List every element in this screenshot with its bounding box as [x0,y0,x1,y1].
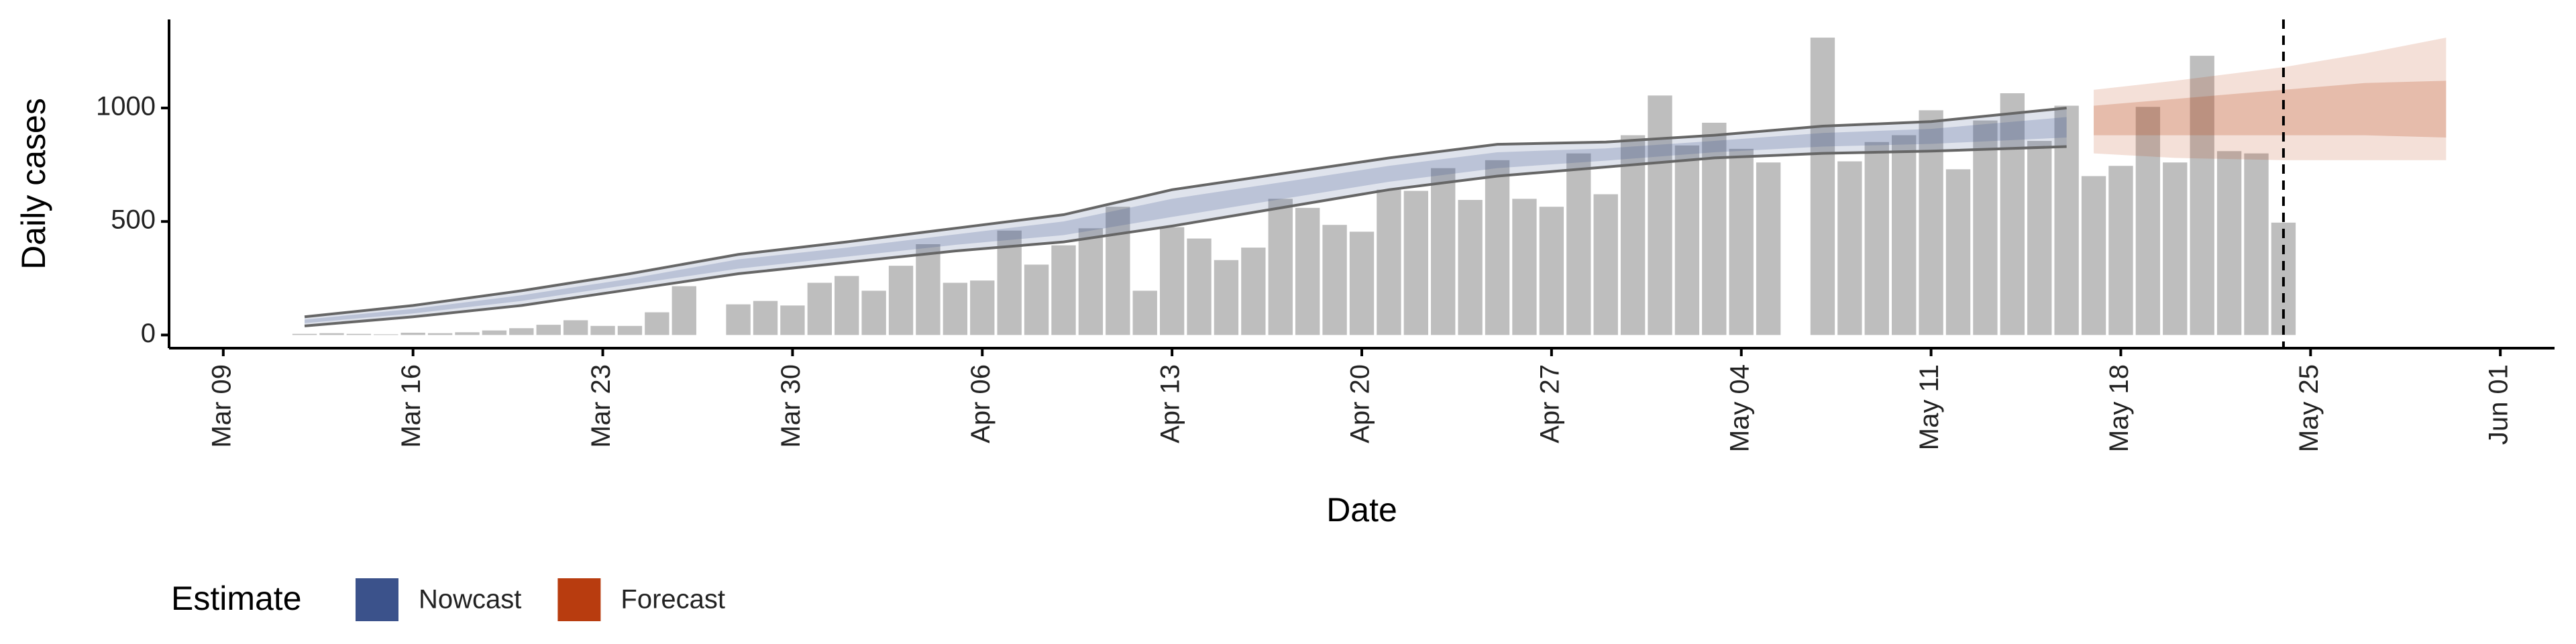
x-tick-label: Mar 16 [396,364,426,448]
bar [1485,160,1510,335]
x-tick-label: Mar 09 [207,364,236,448]
bar [1106,207,1130,335]
bar [536,325,561,335]
legend-label: Nowcast [419,585,521,614]
x-tick-label: Apr 27 [1535,364,1564,443]
bar [1620,135,1646,335]
bar [1512,199,1537,335]
x-tick-label: Mar 30 [776,364,806,448]
bar [1539,207,1564,335]
bar [726,304,751,335]
bar [1187,238,1212,335]
bound-line [304,106,2067,319]
bar [1214,260,1239,335]
bar [1431,168,1456,335]
x-tick-label: Mar 23 [586,364,616,448]
bar [1078,228,1104,335]
y-tick-label: 500 [111,205,156,235]
bar [1403,191,1429,335]
bar [374,334,398,335]
bar [617,325,643,335]
bar [590,325,615,335]
bar [1132,290,1157,335]
bar [1566,153,1591,335]
bar [2081,176,2106,335]
legend-swatch [356,578,398,621]
bar [563,320,588,335]
bar [2000,93,2025,335]
bar [2054,105,2079,335]
bar [835,276,859,335]
bar [2216,151,2242,335]
x-tick-label: Apr 20 [1346,364,1375,443]
bar [970,280,995,335]
bar [943,282,968,335]
bar [1377,189,1401,335]
bar [780,305,805,335]
bar [916,244,941,335]
bar [1756,162,1781,335]
bar [807,282,833,335]
bar [400,332,425,335]
ribbon-50 [305,117,2067,323]
bar [509,328,534,335]
y-tick-label: 1000 [96,92,156,121]
bar [1891,135,1917,335]
bar [1648,95,1672,335]
bar [1919,110,1943,335]
bar [1674,145,1700,335]
bar [1458,200,1483,335]
bar [1241,248,1266,335]
legend-swatch [557,578,601,621]
bar [1295,207,1320,335]
bar [346,333,372,335]
bar [672,286,696,335]
bar [1864,142,1889,335]
bar [1024,264,1049,335]
bar [888,266,914,335]
bar [319,333,344,335]
legend-title: Estimate [171,580,302,617]
bar [1837,161,1862,335]
x-axis-label: Date [1326,491,1397,529]
bound-line [304,145,2067,327]
x-tick-label: Apr 13 [1156,364,1185,443]
bar [645,312,669,335]
legend-label: Forecast [621,585,725,614]
x-tick-label: May 18 [2104,364,2134,452]
y-axis-label: Daily cases [15,98,52,270]
bar [292,333,317,335]
bar [1051,245,1076,335]
bar [861,290,886,335]
x-tick-label: Jun 01 [2484,364,2514,445]
bar [2190,56,2214,335]
bar [1973,120,1998,335]
x-tick-label: May 25 [2294,364,2324,452]
bar [455,332,480,335]
ribbon-50 [2094,80,2447,138]
bar [1159,227,1185,335]
bar [2135,107,2161,335]
bar [1729,148,1754,335]
x-tick-label: May 04 [1725,364,1754,452]
bar [2027,141,2052,335]
bar [1349,231,1375,335]
bar [1810,38,1835,335]
bar [1322,225,1347,335]
bar [2244,153,2269,335]
bar [2163,162,2188,335]
x-tick-label: May 11 [1915,364,1944,450]
ribbon-90 [2094,38,2447,160]
bar [482,330,507,335]
ribbon-90 [305,107,2067,326]
bar [1945,169,1971,335]
bar [427,333,453,335]
bar [2108,166,2133,335]
bar [1268,199,1293,335]
x-tick-label: Apr 06 [966,364,996,443]
y-tick-label: 0 [141,319,156,348]
bar [1593,194,1618,335]
bar [753,301,778,335]
